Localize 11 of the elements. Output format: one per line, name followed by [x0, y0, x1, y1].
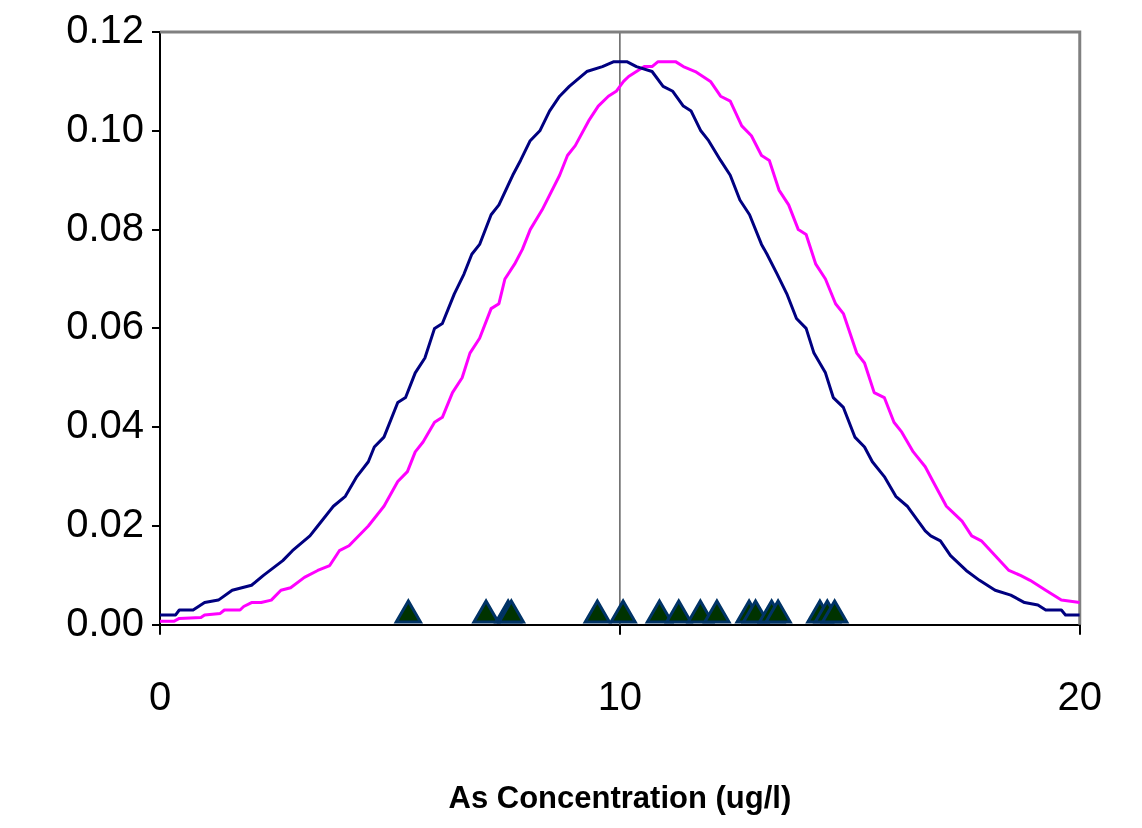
x-tick-label: 10	[597, 673, 643, 718]
x-axis-title: As Concentration (ug/l)	[448, 779, 792, 815]
y-tick-label: 0.02	[66, 501, 144, 546]
y-tick-label: 0.12	[66, 7, 144, 52]
y-tick-label: 0.04	[66, 402, 144, 447]
x-tick-label: 0	[148, 673, 172, 718]
y-tick-label: 0.08	[66, 204, 144, 249]
y-tick-label: 0.10	[66, 105, 144, 150]
x-tick-label: 20	[1057, 673, 1102, 718]
y-tick-label: 0.06	[66, 303, 144, 348]
y-tick-label: 0.00	[66, 599, 144, 644]
